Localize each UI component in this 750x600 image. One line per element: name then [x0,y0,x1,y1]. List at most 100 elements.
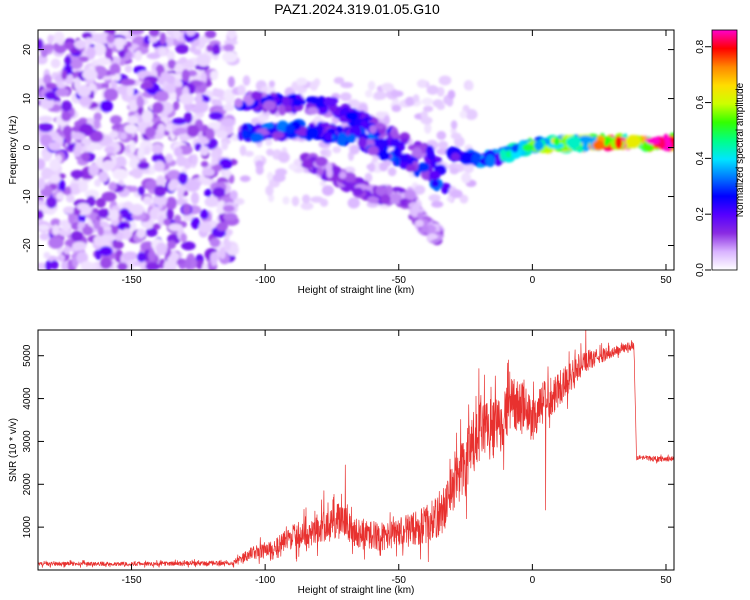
x-tick-label: -100 [255,575,275,586]
spectrogram-cell [113,73,121,82]
spectrogram-cell [68,212,75,225]
spectrogram-cell [181,69,190,82]
spectrogram-cell [450,132,462,140]
spectrogram-cell [278,151,290,163]
spectrogram-cell [268,80,275,88]
spectrogram-cell [449,167,459,175]
spectrogram-cell [168,223,183,232]
spectrogram-cell [315,156,328,167]
spectrogram-cell [159,32,167,45]
spectrogram-cell [48,236,64,249]
spectrogram-cell [172,100,180,111]
spectrogram-cell [471,152,480,167]
snr-series-line [38,330,674,568]
spectrogram-cell [42,43,55,51]
spectrogram-cell [141,109,153,123]
spectrogram-cell [369,125,377,134]
spectrogram-cell [38,224,50,231]
spectrogram-cell [89,130,104,143]
spectrogram-frame [37,29,675,271]
spectrogram-cell [237,84,246,96]
spectrogram-cell [430,158,437,169]
spectrogram-cell [137,105,144,116]
spectrogram-cell [367,145,379,156]
spectrogram-cell [306,107,319,115]
spectrogram-cell [338,172,347,179]
spectrogram-cell [347,99,360,108]
spectrogram-cell [424,122,432,134]
spectrogram-cell [130,220,137,234]
spectrogram-cell [227,76,235,88]
spectrogram-cell [194,142,202,152]
spectrogram-cell [201,168,215,177]
spectrogram-cell [436,130,447,140]
spectrogram-cell [321,185,334,196]
spectrogram-cell [209,237,221,248]
spectrogram-cell [227,30,237,40]
spectrogram-cell [158,47,167,57]
spectrogram-cell [272,131,285,139]
spectrogram-cell [522,143,534,152]
spectrogram-cell [447,89,456,100]
spectrogram-cell [614,136,623,150]
spectrogram-cell [250,90,263,101]
y-tick-label: 2000 [22,473,33,496]
snr-panel: -150 -100 -50 0 50 1000 2000 3000 4000 5000 Heig… [8,329,675,596]
spectrogram-cell [120,78,136,86]
spectrogram-cell [420,116,433,125]
spectrogram-cell [114,155,127,169]
spectrogram-cell [61,111,72,122]
spectrogram-cell [101,191,117,202]
spectrogram-cell [428,171,441,181]
spectrogram-cell [566,136,582,149]
spectrogram-cell [365,89,373,98]
spectrogram-cell [106,33,115,44]
spectrogram-cell [74,141,83,152]
spectrogram-cell [175,44,189,54]
spectrogram-cell [65,132,72,145]
spectrogram-cell [450,152,461,162]
spectrogram-cell [167,240,177,250]
spectrogram-cell [178,172,188,185]
colorbar-tick-label: 0.8 [695,39,706,53]
spectrogram-cell [111,223,119,235]
spectrogram-cell [223,213,238,221]
colorbar-label: Normalized spectral amplitude [735,82,746,217]
colorbar-tick-label: 0.4 [695,151,706,165]
spectrogram-cell [55,87,70,97]
x-tick-label: -50 [392,275,407,286]
spectrogram-cell [110,115,122,125]
spectrogram-cell [212,164,223,172]
spectrogram-cell [199,145,209,156]
spectrogram-cell [165,30,174,36]
spectrogram-cell [282,196,290,205]
spectrogram-cell [261,122,275,129]
snr-x-axis-label: Height of straight line (km) [298,585,415,596]
spectrogram-cell [93,118,101,130]
spectrogram-cell [76,202,90,211]
spectrogram-cell [416,79,428,89]
spectrogram-cell [436,148,449,155]
snr-series [38,330,674,568]
spectrogram-cell [379,161,389,172]
spectrogram-cell [38,38,44,51]
spectrogram-y-axis-label: Frequency (Hz) [8,116,19,185]
spectrogram-cell [414,219,424,228]
spectrogram-cell [108,181,117,192]
spectrogram-cell [534,139,544,151]
spectrogram-cell [450,189,463,199]
spectrogram-cell [143,195,153,205]
spectrogram-cell [212,88,225,98]
y-tick-label: 10 [22,93,33,105]
spectrogram-cell [69,58,83,70]
spectrogram-cell [209,111,224,120]
spectrogram-cell [151,143,164,155]
spectrogram-cell [241,129,249,139]
x-tick-label: -150 [122,275,142,286]
spectrogram-cell [250,132,264,143]
spectrogram-cell [88,82,96,91]
spectrogram-cell [357,137,367,148]
spectrogram-cell [218,158,233,170]
spectrogram-cell [343,172,356,183]
spectrogram-cell [205,188,212,198]
